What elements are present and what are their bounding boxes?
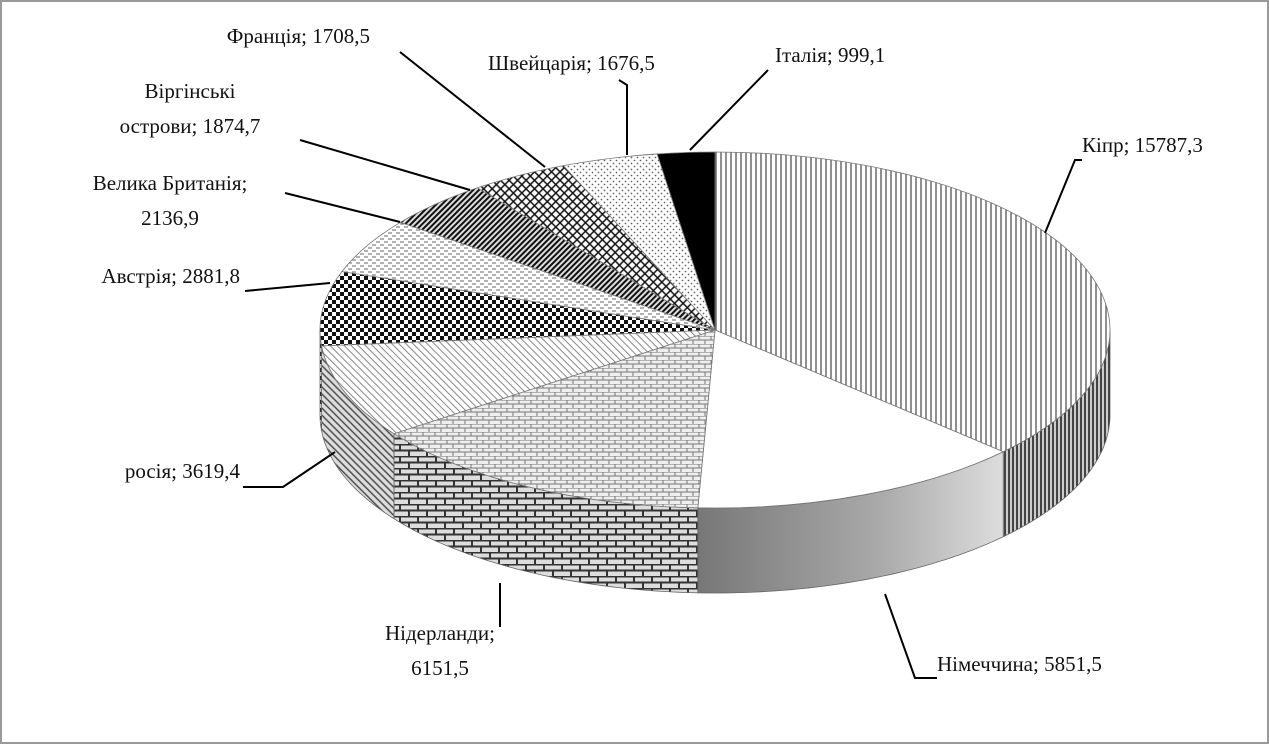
data-label: Німеччина; 5851,5 — [937, 652, 1102, 676]
slice — [714, 151, 1111, 453]
data-label-line: Швейцарія; 1676,5 — [488, 51, 655, 75]
data-label: росія; 3619,4 — [125, 459, 241, 483]
slice — [656, 151, 716, 331]
data-label-line: росія; 3619,4 — [125, 459, 241, 483]
leader-line — [299, 139, 471, 191]
data-label: Віргінські острови; 1874,7 — [120, 79, 261, 138]
leader-line — [689, 69, 769, 151]
data-label-line: Нідерланди; — [385, 621, 495, 645]
data-label: Австрія; 2881,8 — [101, 264, 240, 288]
data-label-line: Віргінські — [145, 79, 236, 103]
data-label-line: острови; 1874,7 — [120, 114, 261, 138]
data-label: Кіпр; 15787,3 — [1082, 133, 1203, 157]
data-label: Велика Британія; 2136,9 — [93, 171, 248, 230]
data-label-line: Італія; 999,1 — [775, 43, 885, 67]
leader-line — [244, 282, 331, 292]
data-label-line: 2136,9 — [141, 206, 199, 230]
data-label-line: Австрія; 2881,8 — [101, 264, 240, 288]
data-label-line: Велика Британія; — [93, 171, 248, 195]
leader-line — [284, 192, 401, 223]
slice — [321, 329, 716, 435]
data-label-line: 6151,5 — [411, 656, 469, 680]
leader-line — [1044, 159, 1082, 234]
slice — [319, 271, 716, 347]
leader-line — [243, 451, 336, 488]
data-label: Швейцарія; 1676,5 — [488, 51, 655, 75]
data-label: Італія; 999,1 — [775, 43, 885, 67]
data-label-line: Кіпр; 15787,3 — [1082, 133, 1203, 157]
slice — [697, 329, 1005, 509]
data-label-line: Франція; 1708,5 — [227, 24, 370, 48]
leader-line — [618, 79, 628, 155]
leader-line — [884, 593, 937, 679]
data-label: Франція; 1708,5 — [227, 24, 370, 48]
slice — [393, 329, 716, 509]
leader-line — [399, 51, 546, 168]
data-label-line: Німеччина; 5851,5 — [937, 652, 1102, 676]
data-label: Нідерланди; 6151,5 — [385, 621, 495, 680]
